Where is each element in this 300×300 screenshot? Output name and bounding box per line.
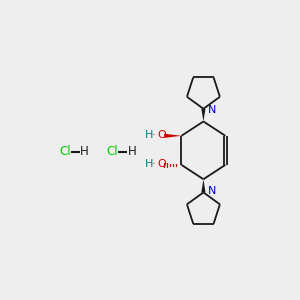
- Text: Cl: Cl: [106, 145, 118, 158]
- Text: H: H: [145, 130, 153, 140]
- Text: N: N: [208, 187, 216, 196]
- Text: ·: ·: [152, 130, 155, 140]
- Text: O: O: [157, 159, 166, 170]
- Text: ·: ·: [152, 159, 155, 170]
- Polygon shape: [201, 179, 206, 192]
- Text: Cl: Cl: [59, 145, 70, 158]
- Polygon shape: [201, 109, 206, 122]
- Text: H: H: [80, 145, 89, 158]
- Polygon shape: [164, 134, 182, 138]
- Text: O: O: [157, 130, 166, 140]
- Text: H: H: [128, 145, 136, 158]
- Text: N: N: [208, 105, 216, 115]
- Text: H: H: [145, 159, 153, 170]
